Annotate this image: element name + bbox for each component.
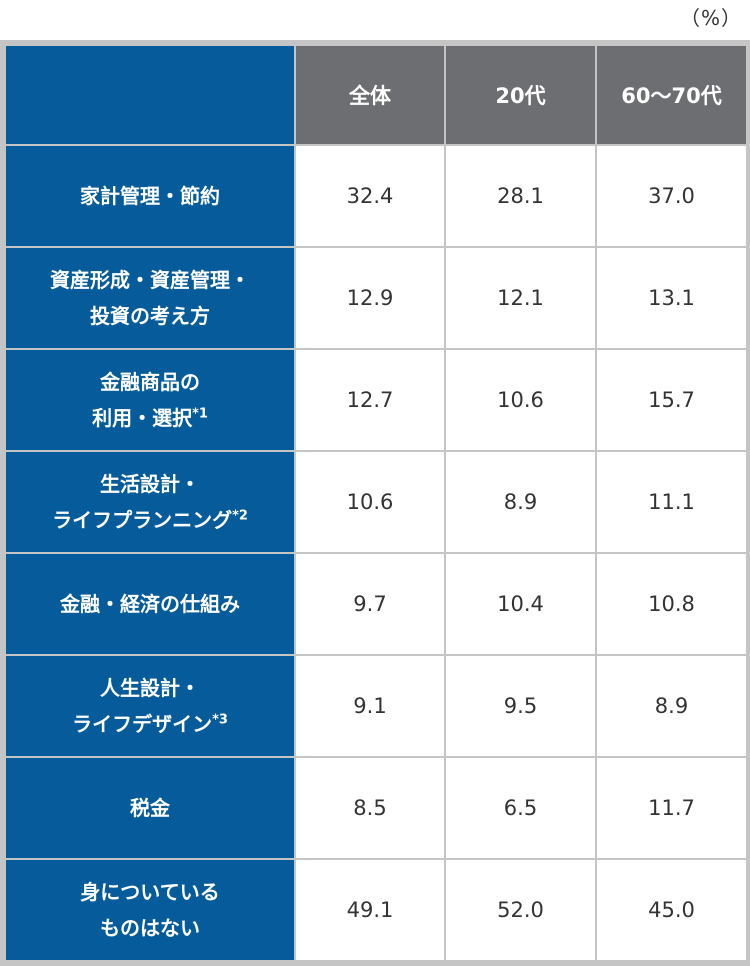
row-header-line: 投資の考え方 [6,298,294,334]
table-row: 税金 8.5 6.5 11.7 [4,756,748,860]
row-header-line: 生活設計・ [6,466,294,502]
table-row: 生活設計・ ライフプランニング*2 10.6 8.9 11.1 [4,450,748,554]
value-cell: 8.9 [444,450,597,554]
unit-label: （%） [679,6,742,30]
data-table-container: 全体 20代 60〜70代 家計管理・節約 32.4 28.1 37.0 資産形成・資産… [0,40,750,966]
row-header-text: 金融・経済の仕組み [60,592,240,616]
table-row: 身についている ものはない 49.1 52.0 45.0 [4,858,748,962]
column-header-all: 全体 [294,44,446,146]
row-header: 金融商品の利用・選択*1 [4,348,296,452]
row-header-line: 資産形成・資産管理・ [6,262,294,298]
row-header-text: 身についている [80,880,220,904]
value-cell: 45.0 [595,858,748,962]
row-header-line: ライフプランニング*2 [6,502,294,538]
value-cell: 12.1 [444,246,597,350]
footnote-marker: *3 [212,712,228,728]
row-header: 資産形成・資産管理・ 投資の考え方 [4,246,296,350]
row-header-text: 税金 [130,796,170,820]
value-cell: 32.4 [294,144,446,248]
row-header-text: ライフデザイン [72,712,213,736]
table-row: 家計管理・節約 32.4 28.1 37.0 [4,144,748,248]
row-header-text: 家計管理・節約 [80,184,220,208]
row-header-line: 金融・経済の仕組み [6,586,294,622]
row-header-line: ものはない [6,910,294,946]
row-header-text: 人生設計・ [100,676,200,700]
row-header-text: 生活設計・ [100,472,200,496]
value-cell: 13.1 [595,246,748,350]
row-header-line: 金融商品の [6,364,294,400]
value-cell: 9.7 [294,552,446,656]
row-header-line: ライフデザイン*3 [6,706,294,742]
corner-cell [4,44,296,146]
row-header: 家計管理・節約 [4,144,296,248]
row-header-text: 利用・選択 [92,406,193,430]
value-cell: 9.1 [294,654,446,758]
data-table: 全体 20代 60〜70代 家計管理・節約 32.4 28.1 37.0 資産形成・資産… [4,44,748,962]
row-header: 身についている ものはない [4,858,296,962]
value-cell: 11.1 [595,450,748,554]
value-cell: 6.5 [444,756,597,860]
row-header-text: ものはない [100,916,200,940]
value-cell: 11.7 [595,756,748,860]
column-header-20s: 20代 [444,44,597,146]
value-cell: 10.6 [444,348,597,452]
table-row: 金融商品の 利用・選択*1 12.7 10.6 15.7 [4,348,748,452]
row-header-text: ライフプランニング [52,508,233,532]
row-header-line: 税金 [6,790,294,826]
row-header-line: 家計管理・節約 [6,178,294,214]
row-header-text: 投資の考え方 [90,304,210,328]
row-header: 税金 [4,756,296,860]
table-row: 金融・経済の仕組み 9.7 10.4 10.8 [4,552,748,656]
value-cell: 10.6 [294,450,446,554]
table-row: 資産形成・資産管理・ 投資の考え方 12.9 12.1 13.1 [4,246,748,350]
value-cell: 12.7 [294,348,446,452]
value-cell: 8.9 [595,654,748,758]
value-cell: 28.1 [444,144,597,248]
value-cell: 10.4 [444,552,597,656]
column-header-60s-70s: 60〜70代 [595,44,748,146]
value-cell: 10.8 [595,552,748,656]
footnote-marker: *2 [232,508,248,524]
row-header-line: 利用・選択*1 [6,400,294,436]
value-cell: 37.0 [595,144,748,248]
row-header-text: 金融商品の [100,370,200,394]
row-header: 金融・経済の仕組み [4,552,296,656]
table-row: 人生設計・ ライフデザイン*3 9.1 9.5 8.9 [4,654,748,758]
footnote-marker: *1 [192,406,208,422]
value-cell: 49.1 [294,858,446,962]
table-header-row: 全体 20代 60〜70代 [4,44,748,146]
row-header-line: 人生設計・ [6,670,294,706]
value-cell: 8.5 [294,756,446,860]
value-cell: 12.9 [294,246,446,350]
value-cell: 9.5 [444,654,597,758]
value-cell: 52.0 [444,858,597,962]
value-cell: 15.7 [595,348,748,452]
row-header-line: 身についている [6,874,294,910]
row-header: 人生設計・ライフデザイン*3 [4,654,296,758]
row-header-text: 資産形成・資産管理・ [50,268,250,292]
row-header: 生活設計・ライフプランニング*2 [4,450,296,554]
